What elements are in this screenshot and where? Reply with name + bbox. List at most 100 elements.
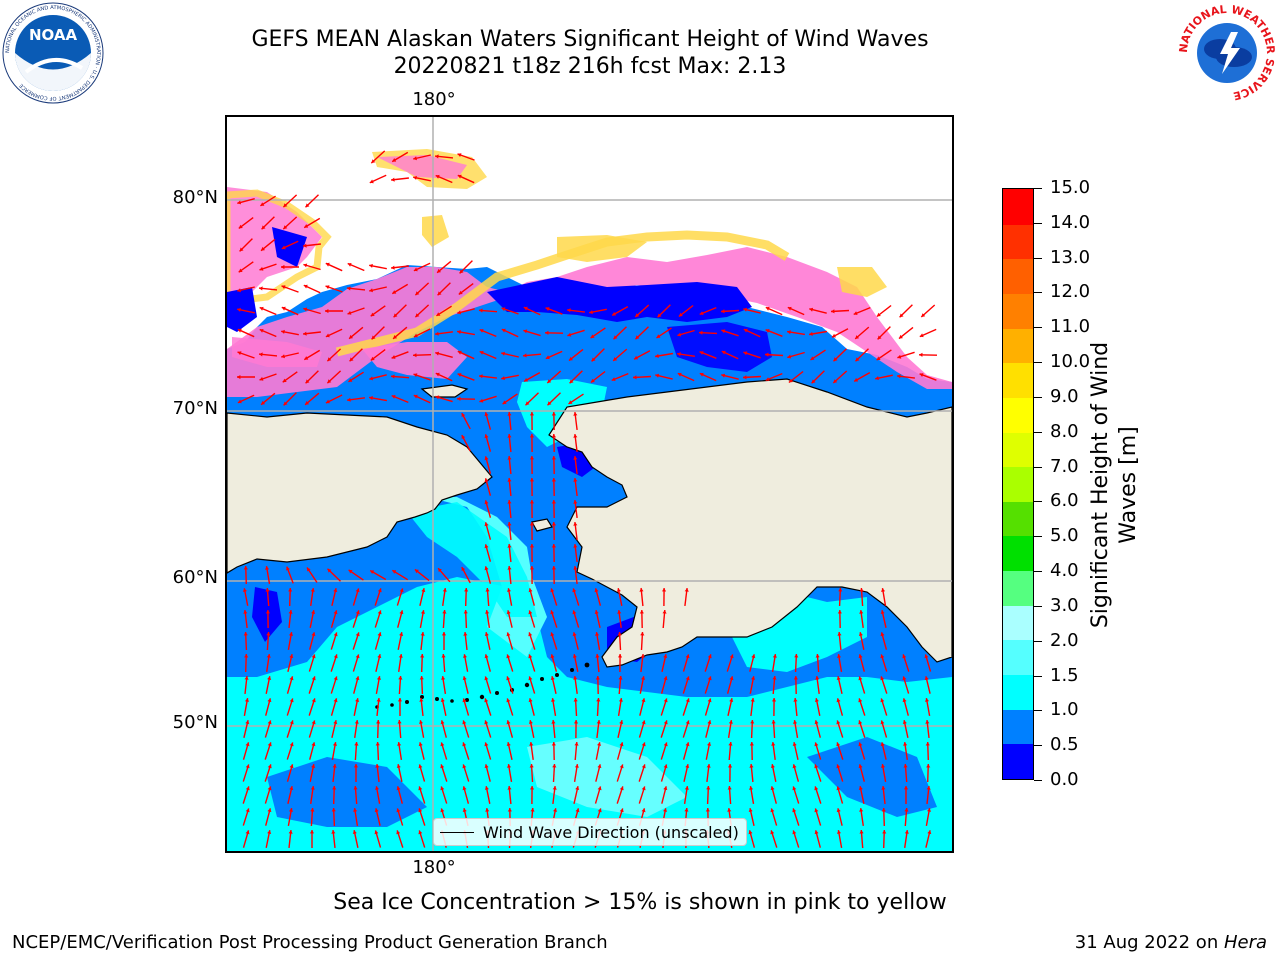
wind-wave-arrowhead <box>484 544 489 549</box>
wind-wave-arrowhead <box>419 676 424 680</box>
wind-wave-arrowhead <box>793 720 798 724</box>
wind-wave-arrowhead <box>926 786 931 790</box>
wind-wave-arrowhead <box>260 202 265 206</box>
wind-wave-arrowhead <box>590 334 595 339</box>
wind-wave-arrowhead <box>523 353 527 358</box>
wind-wave-arrowhead <box>529 544 534 548</box>
wind-wave-arrowhead <box>265 566 270 570</box>
wind-wave-arrowhead <box>327 357 332 362</box>
colorbar-tick <box>1034 640 1042 642</box>
wind-wave-arrowhead <box>836 742 841 747</box>
wind-wave-arrowhead <box>237 328 242 333</box>
wind-wave-arrowhead <box>440 808 445 813</box>
wind-wave-arrowhead <box>457 396 461 401</box>
wind-wave-arrowhead <box>836 720 841 725</box>
wind-wave-arrowhead <box>369 376 374 381</box>
wind-wave-arrowhead <box>462 698 467 703</box>
wind-wave-arrowhead <box>529 412 534 416</box>
wind-wave-arrowhead <box>919 373 924 377</box>
wind-wave-arrowhead <box>243 610 248 614</box>
colorbar-tick <box>1034 396 1042 398</box>
wind-wave-arrowhead <box>902 698 907 703</box>
wind-wave-arrowhead <box>859 588 864 592</box>
wind-wave-arrowhead <box>418 830 423 835</box>
wind-wave-arrowhead <box>903 764 908 768</box>
colorbar-tick-label: 15.0 <box>1050 177 1091 198</box>
wind-wave-arrowhead <box>457 373 462 377</box>
wind-wave-arrowhead <box>391 374 395 379</box>
wind-wave-arrowhead <box>750 698 755 702</box>
colorbar-tick-label: 5.0 <box>1050 525 1079 547</box>
wind-wave-arrowhead <box>924 676 929 681</box>
wind-wave-arrowhead <box>619 720 624 724</box>
wind-wave-arrowhead <box>371 335 376 340</box>
chart-title: GEFS MEAN Alaskan Waters Significant Hei… <box>251 27 929 52</box>
colorbar-tick-label: 8.0 <box>1050 420 1079 442</box>
wind-wave-arrowhead <box>261 246 265 251</box>
colorbar-tick-label: 3.0 <box>1050 594 1079 616</box>
wind-wave-arrowhead <box>397 742 402 746</box>
wind-wave-arrowhead <box>370 356 375 361</box>
wind-wave-arrowhead <box>457 174 462 179</box>
wind-wave-arrowhead <box>837 830 841 834</box>
wind-wave-arrowhead <box>281 245 286 250</box>
wind-wave-arrowhead <box>770 786 775 791</box>
legend-label: Wind Wave Direction (unscaled) <box>483 823 739 842</box>
wind-wave-arrowhead <box>684 786 689 790</box>
wind-wave-arrowhead <box>507 764 512 768</box>
colorbar-segment <box>1003 293 1033 329</box>
colorbar-segment <box>1003 709 1033 745</box>
wind-wave-arrowhead <box>374 808 379 813</box>
wind-wave-arrowhead <box>635 313 640 317</box>
wind-wave-arrowhead <box>506 742 511 746</box>
wind-wave-arrowhead <box>245 742 250 747</box>
wind-wave-arrowhead <box>833 357 838 362</box>
wind-wave-arrowhead <box>259 286 263 291</box>
wind-wave-arrowhead <box>457 330 461 335</box>
wind-wave-arrowhead <box>662 610 667 614</box>
wind-wave-arrowhead <box>333 698 338 703</box>
wind-wave-arrowhead <box>684 588 689 592</box>
wind-wave-arrowhead <box>858 698 863 703</box>
wind-wave-arrowhead <box>485 610 490 614</box>
wind-wave-arrowhead <box>244 654 249 658</box>
wind-wave-arrowhead <box>897 374 901 379</box>
wind-wave-arrowhead <box>440 764 445 769</box>
wind-wave-arrowhead <box>523 329 528 334</box>
wind-wave-arrowhead <box>765 352 769 357</box>
wind-wave-arrowhead <box>729 698 734 702</box>
wind-wave-arrowhead <box>332 786 337 790</box>
wind-wave-arrowhead <box>831 309 835 314</box>
wind-wave-arrowhead <box>573 544 578 548</box>
wind-wave-arrowhead <box>837 654 842 658</box>
wind-wave-arrowhead <box>897 354 902 359</box>
wind-wave-arrowhead <box>663 676 668 681</box>
wind-wave-arrowhead <box>551 544 556 548</box>
wind-wave-arrowhead <box>707 654 712 659</box>
wind-wave-arrowhead <box>244 698 249 702</box>
wind-wave-arrowhead <box>437 291 442 296</box>
wind-wave-arrowhead <box>420 632 425 636</box>
wind-wave-arrowhead <box>639 610 644 614</box>
wind-wave-arrowhead <box>832 333 836 338</box>
wind-wave-arrowhead <box>927 830 932 835</box>
wind-wave-arrowhead <box>355 676 360 681</box>
wind-wave-arrowhead <box>507 456 512 460</box>
wind-wave-arrowhead <box>793 676 798 680</box>
wind-wave-arrowhead <box>289 676 294 681</box>
wind-wave-arrowhead <box>484 456 489 461</box>
wind-wave-arrowhead <box>529 434 534 438</box>
wind-wave-arrowhead <box>245 764 250 769</box>
wind-wave-arrowhead <box>265 610 270 614</box>
colorbar-tick-label: 1.0 <box>1050 699 1079 721</box>
wind-wave-arrowhead <box>613 357 618 361</box>
colorbar-segment <box>1003 743 1033 779</box>
wind-wave-arrowhead <box>545 330 549 335</box>
wind-wave-arrowhead <box>369 179 374 184</box>
wind-wave-arrowhead <box>772 698 777 702</box>
wind-wave-arrowhead <box>551 742 556 746</box>
wind-wave-arrowhead <box>528 654 533 659</box>
wind-wave-arrowhead <box>397 698 402 702</box>
wind-wave-arrowhead <box>528 632 533 637</box>
wind-wave-arrowhead <box>705 808 710 812</box>
